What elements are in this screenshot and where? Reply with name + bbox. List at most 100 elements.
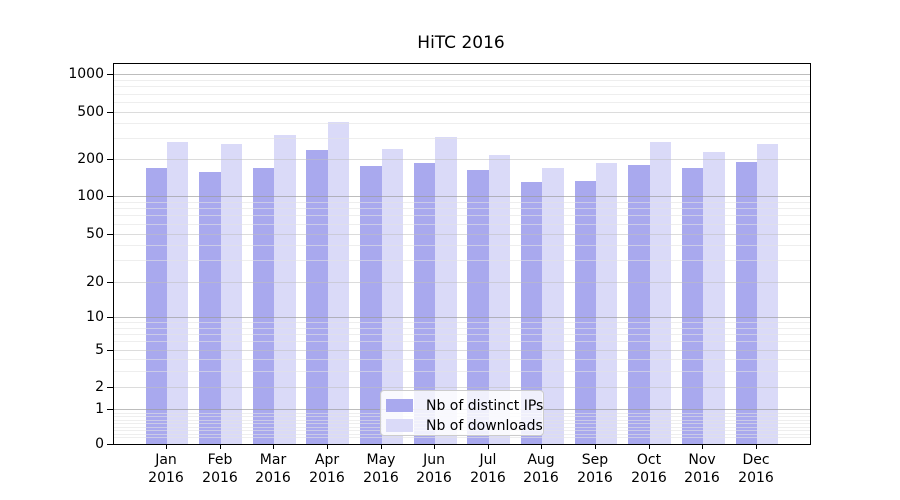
gridline (114, 196, 810, 197)
x-tick-label-sep: Sep 2016 (577, 452, 613, 486)
gridline (114, 224, 810, 225)
y-tick-label: 200 (77, 151, 104, 167)
y-tick-label: 5 (95, 342, 104, 358)
bar-distinct-ips-dec (735, 162, 757, 444)
gridline (114, 371, 810, 372)
bar-downloads-dec (756, 144, 779, 444)
gridline (114, 328, 810, 329)
y-tick-label: 1 (95, 401, 104, 417)
x-tick-mark (273, 444, 274, 449)
y-tick-mark (107, 234, 113, 235)
x-tick-mark (220, 444, 221, 449)
gridline (114, 437, 810, 438)
x-tick-mark (488, 444, 489, 449)
x-tick-mark (434, 444, 435, 449)
legend: Nb of distinct IPs Nb of downloads (380, 390, 544, 436)
gridline (114, 317, 810, 318)
bar-downloads-aug (542, 168, 564, 444)
bar-downloads-oct (649, 142, 672, 444)
legend-swatch-downloads-icon (386, 419, 413, 432)
x-tick-label-may: May 2016 (363, 452, 399, 486)
x-tick-label-aug: Aug 2016 (523, 452, 559, 486)
bar-distinct-ips-jan (145, 168, 167, 444)
y-tick-label: 2 (95, 379, 104, 395)
y-tick-mark (107, 350, 113, 351)
x-tick-label-jul: Jul 2016 (470, 452, 506, 486)
gridline (114, 74, 810, 75)
y-tick-label: 0 (95, 436, 104, 452)
bar-downloads-mar (274, 135, 296, 444)
legend-label-distinct-ips: Nb of distinct IPs (426, 397, 544, 414)
y-tick-mark (107, 74, 113, 75)
legend-row-distinct-ips: Nb of distinct IPs (386, 397, 543, 414)
bar-distinct-ips-nov (681, 168, 704, 444)
gridline (114, 159, 810, 160)
y-tick-mark (107, 387, 113, 388)
gridline (114, 334, 810, 335)
bar-distinct-ips-may (360, 166, 382, 444)
bar-downloads-sep (596, 163, 618, 444)
gridline (114, 138, 810, 139)
x-tick-label-feb: Feb 2016 (202, 452, 238, 486)
bar-downloads-jun (435, 137, 457, 444)
gridline (114, 208, 810, 209)
plot-area (113, 63, 811, 445)
bar-distinct-ips-jun (413, 163, 436, 444)
x-tick-label-jun: Jun 2016 (416, 452, 452, 486)
legend-label-downloads: Nb of downloads (426, 417, 543, 434)
x-tick-label-mar: Mar 2016 (255, 452, 291, 486)
x-tick-label-nov: Nov 2016 (684, 452, 720, 486)
bar-distinct-ips-feb (199, 172, 221, 444)
x-tick-mark (327, 444, 328, 449)
x-tick-label-oct: Oct 2016 (631, 452, 667, 486)
gridline (114, 282, 810, 283)
bar-distinct-ips-sep (574, 181, 597, 444)
bar-downloads-feb (220, 144, 243, 444)
bar-distinct-ips-aug (521, 182, 543, 444)
y-tick-mark (107, 317, 113, 318)
y-tick-label: 100 (77, 188, 104, 204)
y-tick-label: 500 (77, 104, 104, 120)
x-tick-mark (595, 444, 596, 449)
x-tick-mark (702, 444, 703, 449)
gridline (114, 341, 810, 342)
x-tick-label-apr: Apr 2016 (309, 452, 345, 486)
x-tick-label-dec: Dec 2016 (738, 452, 774, 486)
x-tick-mark (166, 444, 167, 449)
gridline (114, 245, 810, 246)
gridline (114, 387, 810, 388)
y-tick-mark (107, 282, 113, 283)
y-tick-mark (107, 196, 113, 197)
legend-swatch-distinct-ips-icon (386, 399, 413, 412)
y-tick-mark (107, 444, 113, 445)
x-tick-mark (541, 444, 542, 449)
bar-distinct-ips-jul (467, 170, 489, 444)
chart-title: HiTC 2016 (417, 33, 505, 53)
gridline (114, 234, 810, 235)
gridline (114, 123, 810, 124)
gridline (114, 350, 810, 351)
y-tick-label: 50 (86, 226, 104, 242)
grid-layer (114, 64, 810, 444)
gridline (114, 86, 810, 87)
gridline (114, 112, 810, 113)
x-tick-mark (756, 444, 757, 449)
gridline (114, 260, 810, 261)
gridline (114, 202, 810, 203)
gridline (114, 215, 810, 216)
gridline (114, 102, 810, 103)
y-tick-mark (107, 409, 113, 410)
gridline (114, 94, 810, 95)
y-tick-label: 1000 (68, 66, 104, 82)
gridline (114, 359, 810, 360)
gridline (114, 80, 810, 81)
y-tick-label: 10 (86, 309, 104, 325)
bar-distinct-ips-mar (252, 168, 275, 444)
x-tick-mark (649, 444, 650, 449)
bar-downloads-jan (167, 142, 189, 444)
bar-distinct-ips-apr (306, 150, 328, 444)
y-tick-label: 20 (86, 274, 104, 290)
y-tick-mark (107, 159, 113, 160)
y-tick-mark (107, 112, 113, 113)
